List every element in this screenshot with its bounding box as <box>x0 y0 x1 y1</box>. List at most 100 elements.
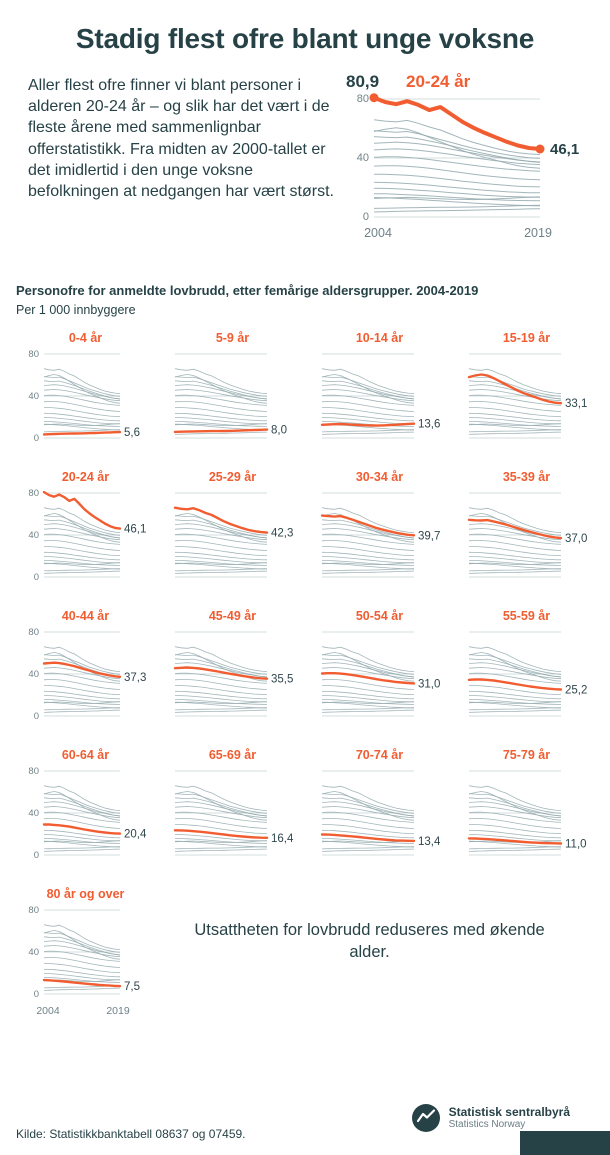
background-lines <box>468 368 561 435</box>
highlight-line <box>467 373 562 405</box>
chart-title-block: Personofre for anmeldte lovbrudd, etter … <box>0 283 610 317</box>
end-value-label: 37,0 <box>565 533 587 545</box>
end-dot <box>535 144 545 154</box>
annotation-text: Utsattheten for lovbrudd reduseres med ø… <box>194 921 545 962</box>
sparkline-chart: 16,4 <box>173 770 294 856</box>
end-value-label: 7,5 <box>124 981 140 993</box>
sparkline-chart: 13,4 <box>320 770 440 856</box>
panel-title: 75-79 år <box>502 747 551 762</box>
sparkline-chart: 0 40 80 2004 2019 7,5 <box>28 905 140 1017</box>
intro-text: Aller flest ofre finner vi blant persone… <box>28 76 334 201</box>
gridlines <box>374 98 540 218</box>
ssb-logo-text: Statistisk sentralbyrå Statistics Norway <box>449 1105 570 1131</box>
panel-title: 45-49 år <box>208 608 257 623</box>
age-panel-65-69-år: 65-69 år 16,4 <box>159 748 306 867</box>
hero-line-chart: 0 40 80 2004 2019 46,1 80,9 20-24 år <box>346 72 579 240</box>
end-value-label: 20,4 <box>124 828 147 840</box>
corner-decoration <box>520 1131 610 1155</box>
background-lines <box>321 507 414 574</box>
panel-title: 50-54 år <box>355 608 404 623</box>
age-panel-30-34-år: 30-34 år 39,7 <box>306 470 453 589</box>
y-tick-label: 80 <box>28 349 39 360</box>
y-tick-label: 0 <box>33 433 38 444</box>
background-lines <box>43 785 120 852</box>
sparkline-chart: 0 40 80 5,6 <box>28 349 140 444</box>
age-panel-20-24-år: 20-24 år 0 40 80 46,1 <box>12 470 159 589</box>
age-panel-45-49-år: 45-49 år 35,5 <box>159 609 306 728</box>
sparkline-chart: 31,0 <box>320 631 440 717</box>
sparkline-chart: 42,3 <box>173 492 293 578</box>
y-tick-label: 0 <box>33 989 38 1000</box>
x-tick-label-end: 2019 <box>106 1005 130 1017</box>
end-value-label: 46,1 <box>550 141 579 158</box>
background-lines <box>174 646 267 713</box>
gridlines <box>321 492 414 578</box>
y-tick-label: 80 <box>357 93 369 105</box>
background-lines <box>43 507 120 574</box>
gridlines <box>174 770 267 856</box>
end-value-label: 42,3 <box>271 527 293 539</box>
hero-start-value-label: 80,9 <box>346 72 379 91</box>
gridlines <box>468 353 561 439</box>
age-panel-5-9-år: 5-9 år 8,0 <box>159 331 306 450</box>
y-tick-label: 80 <box>28 627 39 638</box>
age-panel-35-39-år: 35-39 år 37,0 <box>453 470 600 589</box>
highlight-line <box>320 514 415 537</box>
highlight-line <box>173 666 268 680</box>
age-panel-0-4-år: 0-4 år 0 40 80 5,6 <box>12 331 159 450</box>
y-tick-label: 40 <box>357 152 369 164</box>
chart-title: Personofre for anmeldte lovbrudd, etter … <box>16 282 479 298</box>
age-panel-80-år-og-over: 80 år og over 0 40 80 2004 2019 7,5 <box>12 887 159 1020</box>
background-lines <box>174 785 267 852</box>
intro-section: Aller flest ofre finner vi blant persone… <box>0 61 610 249</box>
y-tick-label: 80 <box>28 488 39 499</box>
sparkline-chart: 0 40 80 37,3 <box>28 627 146 722</box>
end-value-label: 37,3 <box>124 672 146 684</box>
highlight-line <box>320 833 415 842</box>
gridlines <box>468 770 561 856</box>
x-tick-label-end: 2019 <box>524 226 552 240</box>
gridlines <box>43 770 120 856</box>
panel-title: 80 år og over <box>46 886 125 901</box>
x-tick-label-start: 2004 <box>36 1005 60 1017</box>
panel-title: 15-19 år <box>502 330 551 345</box>
gridlines <box>174 631 267 717</box>
sparkline-chart: 11,0 <box>467 770 586 856</box>
age-panel-10-14-år: 10-14 år 13,6 <box>306 331 453 450</box>
end-value-label: 39,7 <box>418 530 440 542</box>
background-lines <box>43 924 120 991</box>
panel-title: 70-74 år <box>355 747 404 762</box>
y-tick-label: 40 <box>28 530 39 541</box>
highlight-line <box>320 671 415 685</box>
panel-title: 40-44 år <box>61 608 110 623</box>
gridlines <box>468 631 561 717</box>
y-tick-label: 40 <box>28 391 39 402</box>
panel-title: 30-34 år <box>355 469 404 484</box>
sparkline-chart: 8,0 <box>173 353 287 439</box>
panel-title: 10-14 år <box>355 330 404 345</box>
hero-chart: 0 40 80 2004 2019 46,1 80,9 20-24 år <box>344 67 596 249</box>
panel-title: 20-24 år <box>61 469 110 484</box>
gridlines <box>174 492 267 578</box>
highlight-line <box>42 430 121 436</box>
sparkline-chart: 0 40 80 46,1 <box>28 488 146 583</box>
end-value-label: 35,5 <box>271 673 293 685</box>
panel-title: 5-9 år <box>215 330 250 345</box>
highlight-line <box>42 490 121 530</box>
small-multiples-grid: 0-4 år 0 40 80 5,6 5-9 år 8,0 10-14 år 13,6 15-19… <box>0 317 610 1020</box>
page-title: Stadig flest ofre blant unge voksne <box>75 23 535 54</box>
y-tick-label: 0 <box>33 572 38 583</box>
y-tick-label: 0 <box>363 211 369 223</box>
end-value-label: 13,6 <box>418 418 440 430</box>
y-tick-label: 40 <box>28 669 39 680</box>
source-note: Kilde: Statistikkbanktabell 08637 og 074… <box>16 1127 246 1141</box>
gridlines <box>174 353 267 439</box>
end-value-label: 16,4 <box>271 833 294 845</box>
sparkline-chart: 39,7 <box>320 492 440 578</box>
sparkline-chart: 13,6 <box>320 353 440 439</box>
end-value-label: 33,1 <box>565 398 587 410</box>
highlight-line <box>42 978 121 988</box>
age-panel-25-29-år: 25-29 år 42,3 <box>159 470 306 589</box>
background-lines <box>373 119 541 213</box>
